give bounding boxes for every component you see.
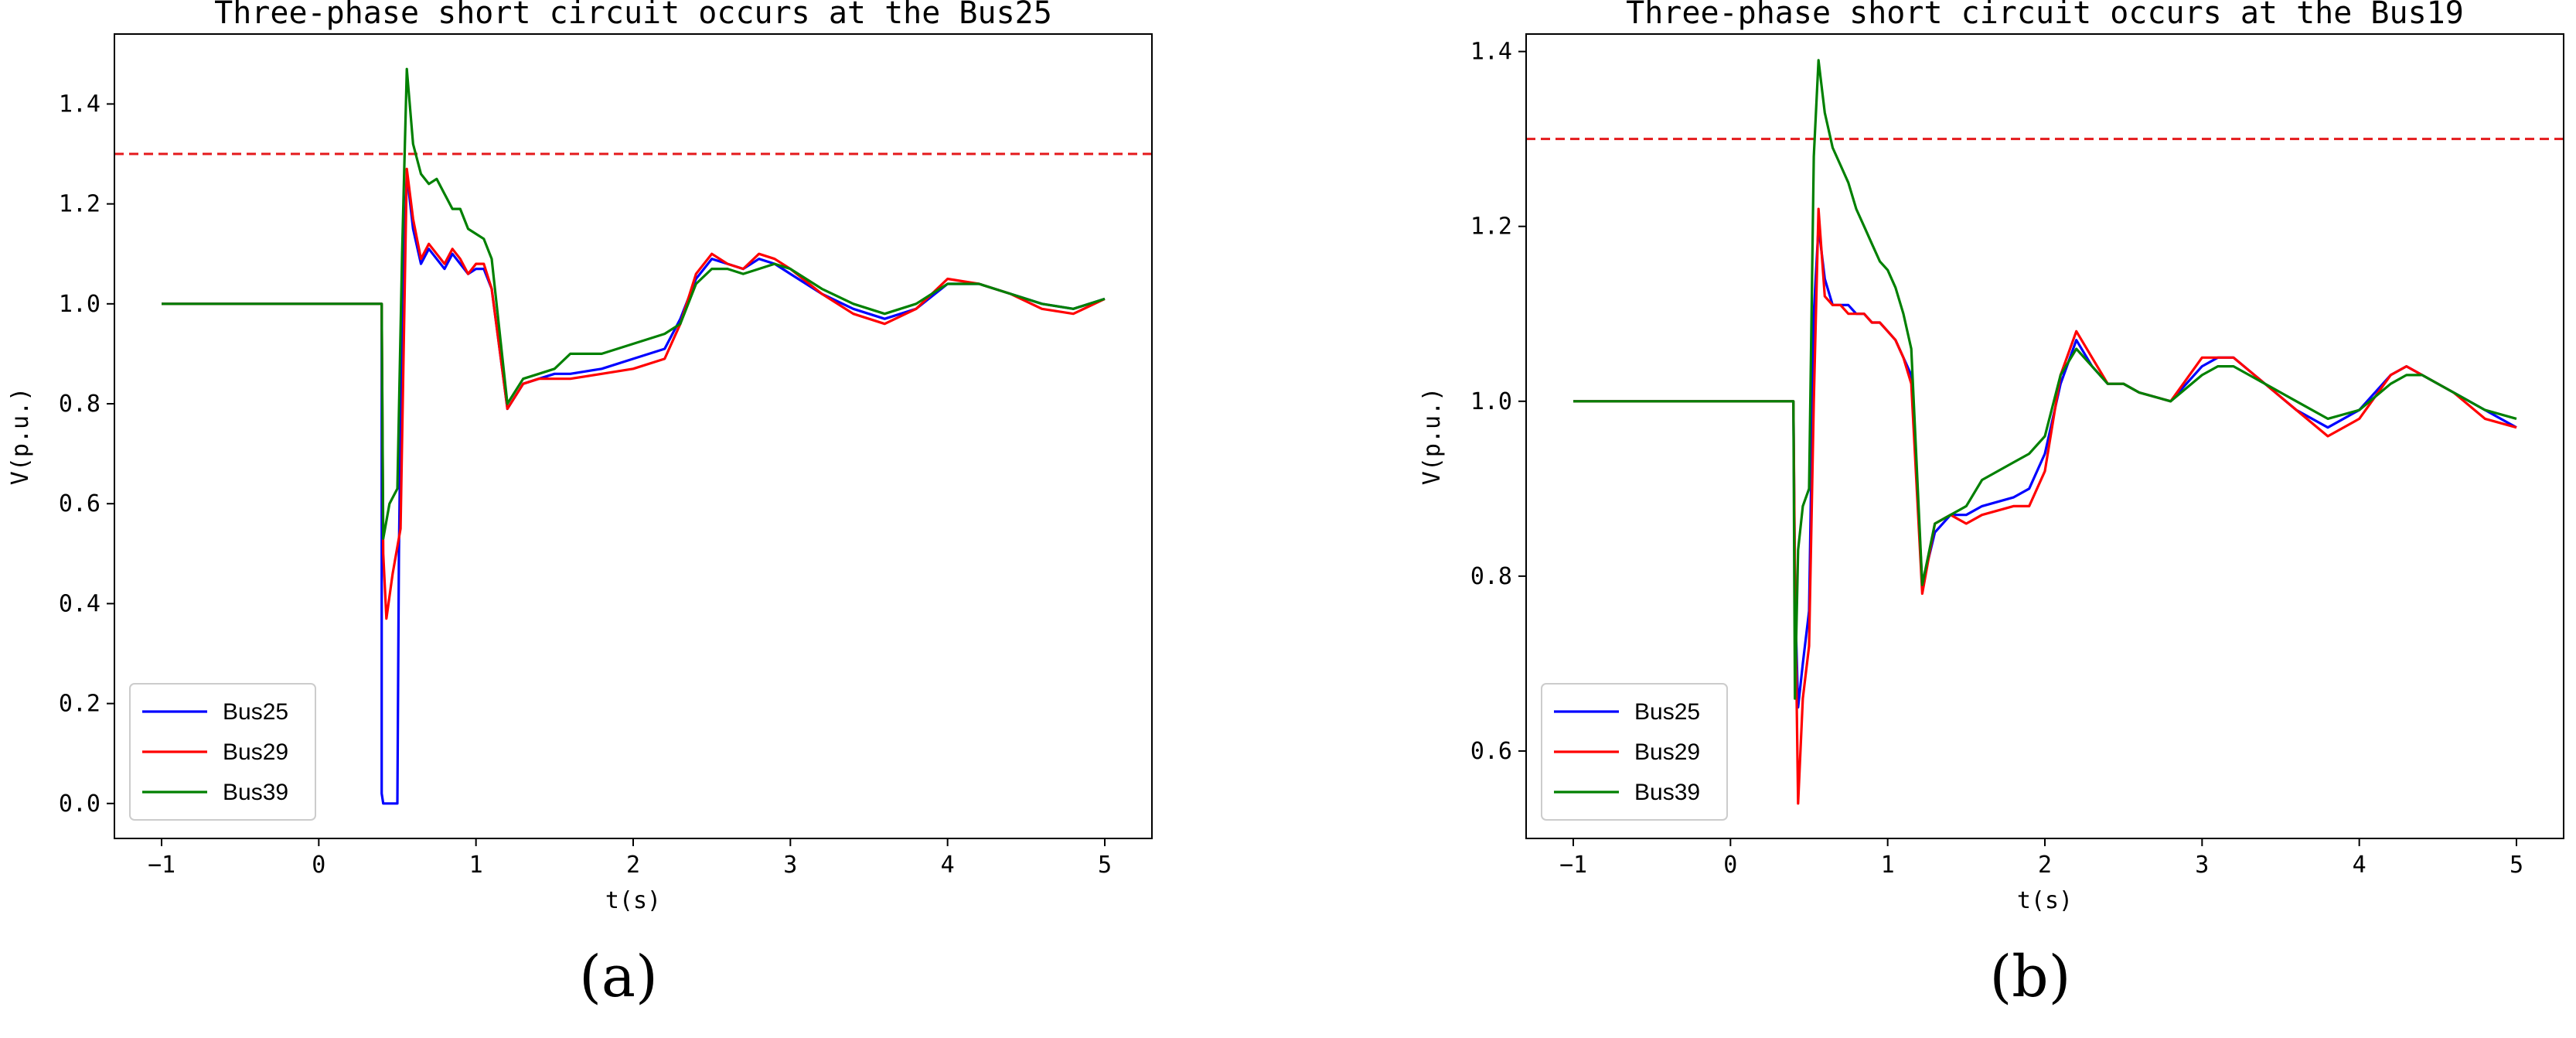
legend-label: Bus29	[223, 739, 288, 765]
plot-area	[1526, 59, 2564, 805]
y-tick-label: 1.0	[59, 291, 101, 318]
y-tick-label: 0.8	[1470, 563, 1512, 590]
legend-label: Bus25	[1634, 699, 1700, 725]
x-tick-label: 2	[2038, 852, 2052, 879]
legend-label: Bus39	[1634, 780, 1700, 805]
legend-label: Bus29	[1634, 739, 1700, 765]
legend-label: Bus39	[223, 780, 288, 805]
legend-box	[129, 683, 316, 821]
x-tick-label: 1	[469, 852, 483, 879]
y-tick-label: 1.4	[59, 90, 101, 118]
x-tick-label: −1	[1559, 852, 1587, 879]
chart-a: Three-phase short circuit occurs at the …	[7, 0, 1153, 914]
chart-title: Three-phase short circuit occurs at the …	[214, 0, 1052, 31]
series-line-bus29	[1573, 207, 2517, 805]
y-tick-label: 0.2	[59, 691, 101, 718]
x-tick-label: 5	[1098, 852, 1112, 879]
y-axis-label: V(p.u.)	[1419, 388, 1446, 485]
series-line-bus29	[162, 167, 1106, 620]
y-tick-label: 1.2	[59, 191, 101, 218]
chart-title: Three-phase short circuit occurs at the …	[1626, 0, 2464, 31]
x-tick-label: 2	[626, 852, 640, 879]
y-axis-label: V(p.u.)	[7, 388, 34, 485]
y-tick-label: 0.4	[59, 590, 101, 617]
x-axis-label: t(s)	[605, 887, 661, 914]
series-line-bus39	[1573, 59, 2517, 700]
plot-area	[114, 67, 1152, 805]
x-axis-label: t(s)	[2017, 887, 2073, 914]
x-tick-label: 0	[1723, 852, 1737, 879]
x-tick-label: −1	[148, 852, 175, 879]
legend-label: Bus25	[223, 699, 288, 725]
legend: Bus25 Bus29 Bus39	[129, 683, 316, 821]
y-tick-label: 0.6	[59, 490, 101, 517]
x-tick-label: 3	[783, 852, 797, 879]
x-tick-label: 5	[2510, 852, 2523, 879]
figure-label-a: (a)	[579, 944, 658, 1010]
x-tick-label: 0	[312, 852, 325, 879]
y-tick-label: 0.6	[1470, 738, 1512, 765]
chart-b: Three-phase short circuit occurs at the …	[1419, 0, 2564, 914]
x-tick-label: 4	[2353, 852, 2366, 879]
x-tick-label: 4	[941, 852, 955, 879]
y-tick-label: 1.0	[1470, 388, 1512, 415]
y-tick-label: 1.4	[1470, 39, 1512, 66]
y-tick-label: 0.8	[59, 391, 101, 418]
y-tick-label: 0.0	[59, 790, 101, 818]
series-line-bus39	[162, 67, 1106, 541]
x-tick-label: 3	[2195, 852, 2209, 879]
legend-box	[1541, 683, 1728, 821]
y-tick-label: 1.2	[1470, 213, 1512, 241]
legend: Bus25 Bus29 Bus39	[1541, 683, 1728, 821]
x-tick-label: 1	[1881, 852, 1895, 879]
figure-label-b: (b)	[1989, 944, 2071, 1010]
